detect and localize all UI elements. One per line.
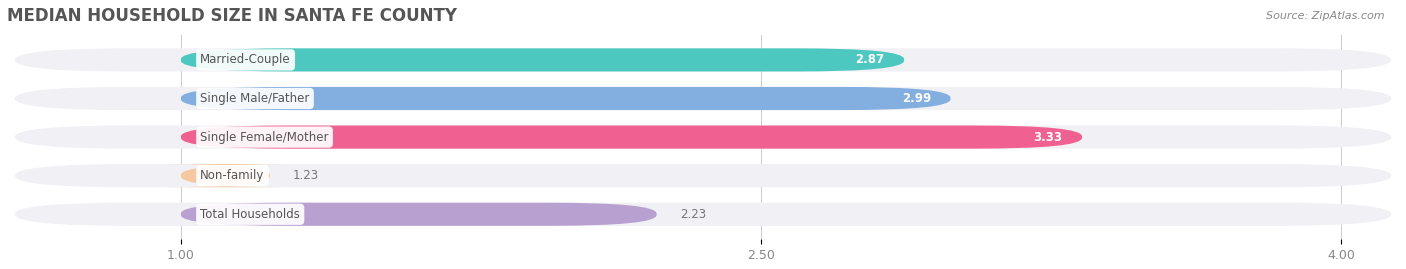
Text: 2.99: 2.99: [901, 92, 931, 105]
FancyBboxPatch shape: [14, 203, 1392, 226]
FancyBboxPatch shape: [162, 164, 290, 187]
Text: Non-family: Non-family: [200, 169, 264, 182]
FancyBboxPatch shape: [14, 126, 1392, 149]
Text: Source: ZipAtlas.com: Source: ZipAtlas.com: [1267, 11, 1385, 21]
Text: Single Male/Father: Single Male/Father: [200, 92, 309, 105]
Text: Married-Couple: Married-Couple: [200, 54, 291, 66]
Text: 3.33: 3.33: [1033, 130, 1063, 144]
Text: 2.23: 2.23: [679, 208, 706, 221]
FancyBboxPatch shape: [14, 87, 1392, 110]
Text: Total Households: Total Households: [200, 208, 299, 221]
Text: MEDIAN HOUSEHOLD SIZE IN SANTA FE COUNTY: MEDIAN HOUSEHOLD SIZE IN SANTA FE COUNTY: [7, 7, 457, 25]
Text: 1.23: 1.23: [292, 169, 319, 182]
FancyBboxPatch shape: [181, 126, 1083, 149]
FancyBboxPatch shape: [181, 48, 904, 72]
FancyBboxPatch shape: [181, 203, 657, 226]
Text: 2.87: 2.87: [856, 54, 884, 66]
Text: Single Female/Mother: Single Female/Mother: [200, 130, 329, 144]
FancyBboxPatch shape: [14, 48, 1392, 72]
FancyBboxPatch shape: [14, 164, 1392, 187]
FancyBboxPatch shape: [181, 87, 950, 110]
